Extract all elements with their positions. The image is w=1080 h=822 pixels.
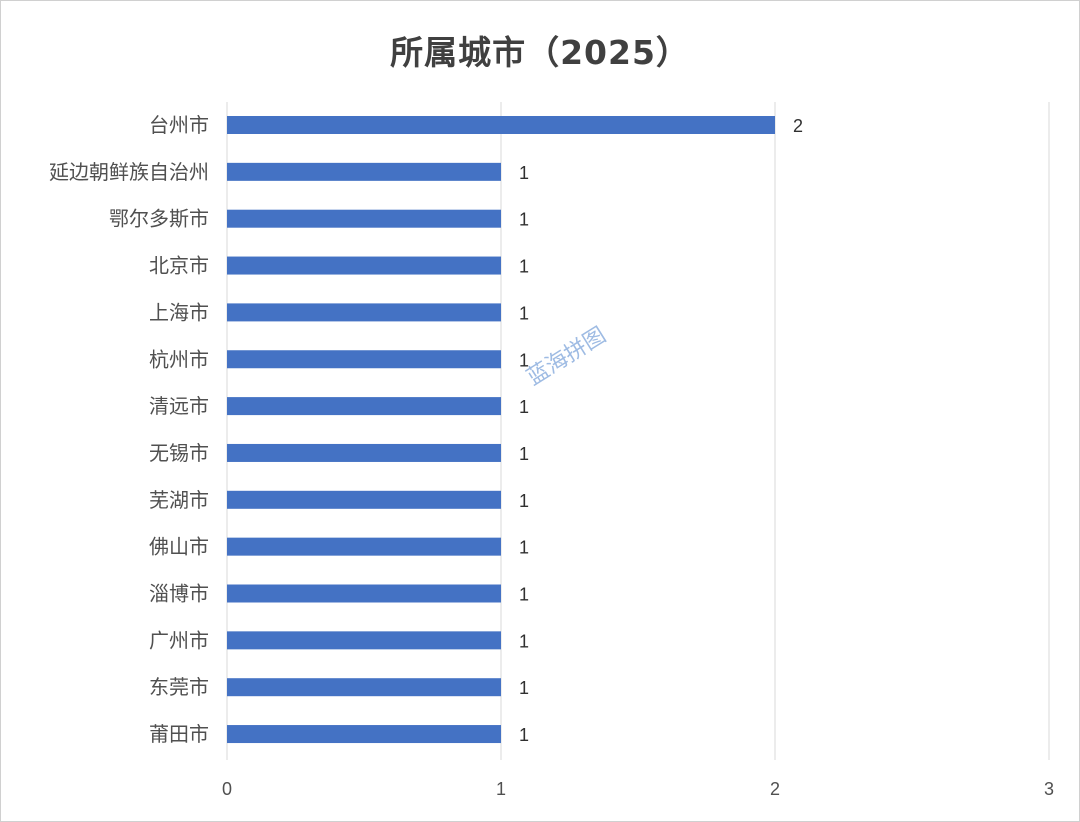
category-label: 无锡市 [149, 441, 209, 465]
data-label: 1 [519, 538, 529, 558]
category-label: 芜湖市 [149, 488, 209, 512]
data-label: 1 [519, 163, 529, 183]
data-label: 1 [519, 631, 529, 651]
bar [227, 631, 501, 650]
category-label: 广州市 [149, 628, 209, 652]
bar [227, 397, 501, 416]
category-label: 淄博市 [149, 582, 209, 606]
data-label: 1 [519, 257, 529, 277]
data-label: 1 [519, 491, 529, 511]
data-label: 1 [519, 303, 529, 323]
category-label: 佛山市 [149, 535, 209, 559]
data-label: 1 [519, 350, 529, 370]
bar [227, 725, 501, 744]
bar [227, 116, 775, 134]
data-label: 1 [519, 210, 529, 230]
x-tick-label: 3 [1044, 779, 1054, 799]
bar [227, 350, 501, 369]
data-label: 1 [519, 444, 529, 464]
bar [227, 209, 501, 228]
data-label: 1 [519, 678, 529, 698]
chart-title: 所属城市（2025） [390, 33, 690, 72]
bar [227, 537, 501, 556]
bar [227, 162, 501, 181]
category-label: 北京市 [149, 254, 209, 278]
x-tick-label: 0 [222, 779, 232, 799]
x-tick-label: 1 [496, 779, 506, 799]
bar [227, 443, 501, 462]
data-label: 1 [519, 585, 529, 605]
bar [227, 678, 501, 697]
bar [227, 490, 501, 509]
bar [227, 303, 501, 322]
category-label: 清远市 [149, 394, 209, 418]
category-label: 延边朝鲜族自治州 [49, 160, 209, 184]
category-label: 东莞市 [149, 675, 209, 699]
category-label: 上海市 [149, 300, 209, 324]
bar [227, 584, 501, 603]
data-label: 1 [519, 725, 529, 745]
x-tick-label: 2 [770, 779, 780, 799]
category-label: 杭州市 [149, 347, 209, 371]
data-label: 1 [519, 397, 529, 417]
category-label: 台州市 [149, 113, 209, 137]
bar [227, 256, 501, 275]
category-label: 莆田市 [149, 722, 209, 746]
category-label: 鄂尔多斯市 [109, 207, 209, 231]
data-label: 2 [793, 116, 803, 136]
